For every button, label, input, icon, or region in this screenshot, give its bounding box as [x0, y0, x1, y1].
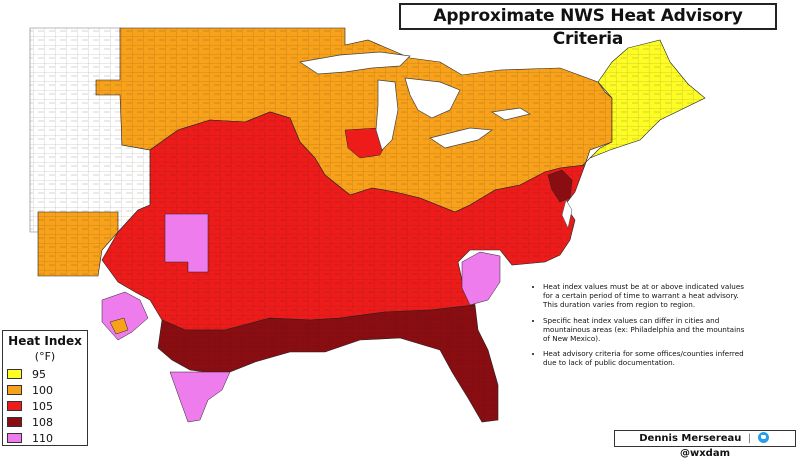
- legend-label: 100: [32, 383, 53, 397]
- credit-separator: |: [747, 433, 752, 444]
- legend-swatch: [7, 417, 22, 427]
- notes: Heat index values must be at or above in…: [533, 282, 745, 374]
- legend-row-100: 100: [7, 382, 83, 398]
- map-title: Approximate NWS Heat Advisory Criteria: [399, 3, 777, 49]
- legend-title: Heat Index: [8, 334, 82, 348]
- twitter-icon: [757, 432, 769, 443]
- note-item: Specific heat index values can differ in…: [543, 316, 745, 344]
- orange-region-bigbend: [109, 317, 129, 335]
- lake-erie: [429, 127, 493, 149]
- chesapeake-bay: [561, 199, 573, 229]
- legend-swatch: [7, 369, 22, 379]
- lake-ontario: [490, 107, 531, 121]
- county-lines-orangeSW: [38, 212, 118, 276]
- pink-region-westtexas: [101, 291, 149, 341]
- great-lakes: [299, 51, 531, 151]
- region-105: [101, 111, 586, 331]
- lake-superior: [299, 51, 411, 75]
- region-95-newengland: [579, 39, 706, 169]
- credit-author: Dennis Mersereau: [639, 433, 742, 444]
- pink-region-southtexas: [169, 371, 231, 423]
- county-lines-yellowNE: [580, 40, 705, 168]
- darkred-region-midatlantic: [547, 169, 573, 203]
- legend-label: 95: [32, 367, 46, 381]
- county-lines-redMain: [102, 112, 585, 330]
- county-lines-darkred: [158, 305, 498, 422]
- legend: Heat Index (°F) 95 100 105 108 110: [2, 330, 88, 446]
- region-110: [101, 213, 501, 423]
- legend-row-108: 108: [7, 414, 83, 430]
- note-item: Heat advisory criteria for some offices/…: [543, 349, 745, 367]
- legend-label: 105: [32, 399, 53, 413]
- note-item: Heat index values must be at or above in…: [543, 282, 745, 310]
- legend-rows: 95 100 105 108 110: [7, 366, 83, 446]
- legend-label: 108: [32, 415, 53, 429]
- heat-advisory-map: [29, 27, 706, 423]
- legend-swatch: [7, 401, 22, 411]
- region-100-southwest: [37, 211, 119, 277]
- county-lines-orangeN: [96, 28, 612, 212]
- legend-unit: (°F): [34, 350, 56, 363]
- legend-row-110: 110: [7, 430, 83, 446]
- legend-label: 110: [32, 431, 53, 445]
- legend-row-105: 105: [7, 398, 83, 414]
- credit: Dennis Mersereau | @wxdam: [614, 430, 796, 459]
- legend-swatch: [7, 385, 22, 395]
- lake-huron: [404, 77, 461, 119]
- legend-row-95: 95: [7, 366, 83, 382]
- legend-swatch: [7, 433, 22, 443]
- lake-michigan: [375, 79, 399, 151]
- pink-region-oklahoma: [164, 213, 209, 273]
- pink-region-carolina: [461, 251, 501, 306]
